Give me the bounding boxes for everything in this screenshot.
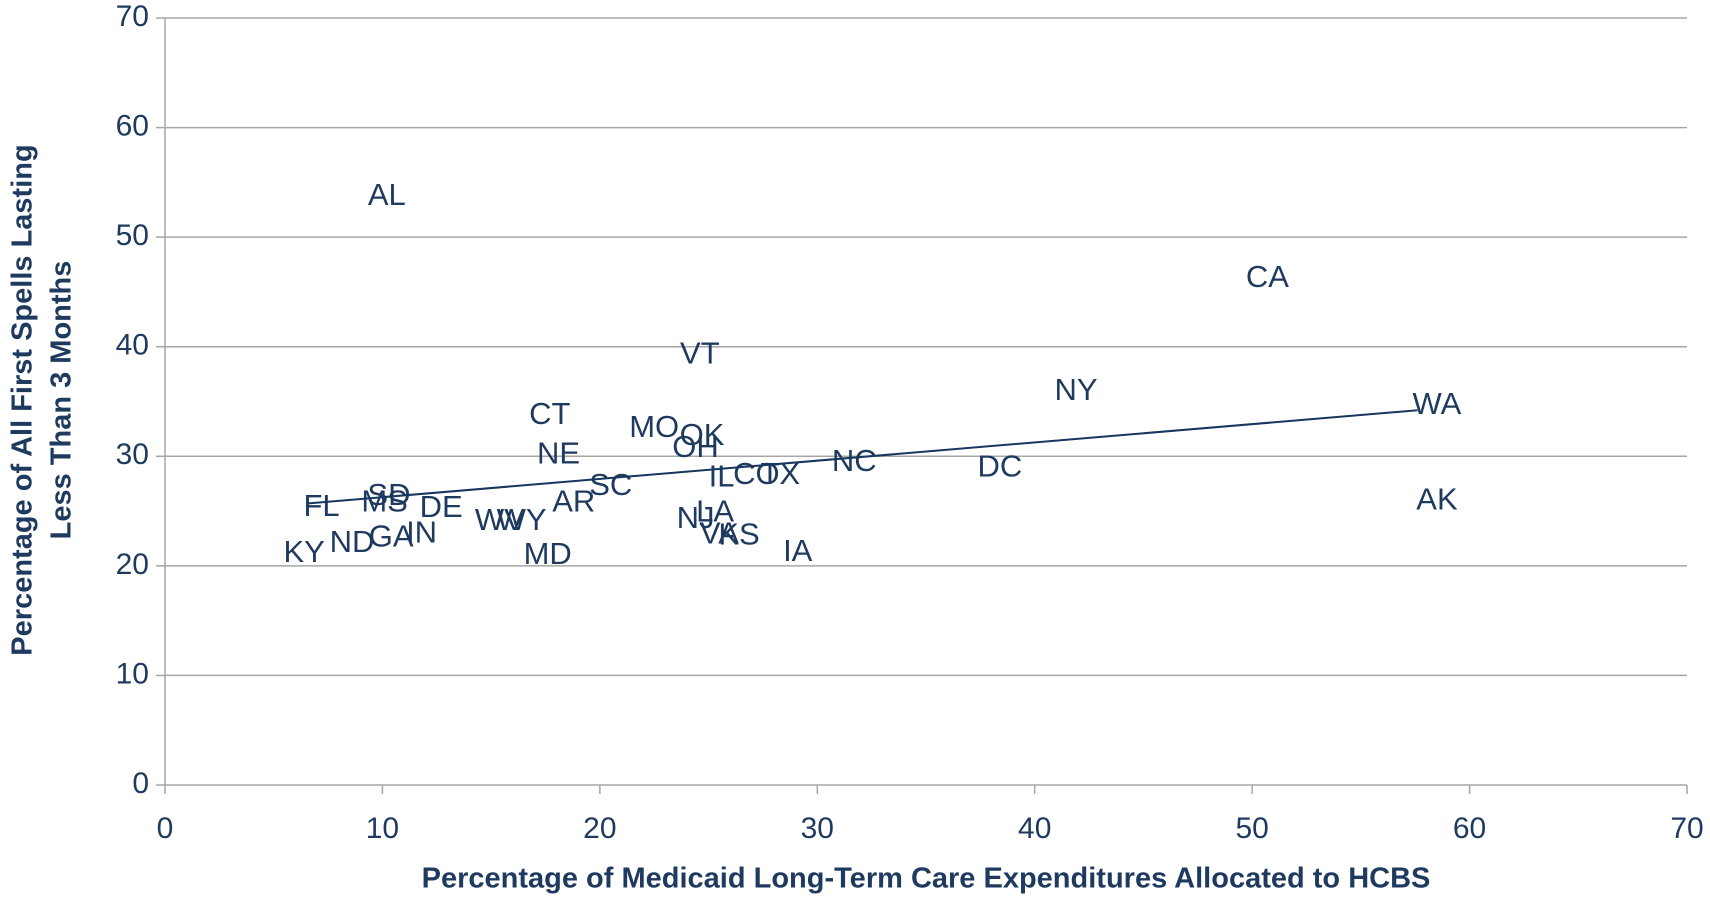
point-label: VA (700, 515, 739, 550)
y-tick-label: 10 (116, 657, 149, 690)
y-tick-label: 20 (116, 548, 149, 581)
point-label: ND (330, 524, 375, 559)
point-label: NY (1054, 372, 1097, 407)
point-label: MO (629, 409, 679, 444)
point-label: DE (420, 489, 463, 524)
point-label: AR (552, 484, 595, 519)
y-tick-label: 30 (116, 438, 149, 471)
point-label: OH (672, 429, 719, 464)
y-tick-label: 0 (132, 767, 149, 800)
point-label: MS (361, 484, 408, 519)
point-label: NJ (677, 500, 715, 535)
y-axis-title: Less Than 3 Months (46, 261, 78, 540)
x-tick-label: 0 (157, 812, 174, 845)
x-tick-label: 50 (1235, 812, 1268, 845)
point-label: CT (529, 396, 570, 431)
trend-line (308, 409, 1418, 505)
point-label: IN (406, 514, 437, 549)
x-tick-label: 70 (1670, 812, 1703, 845)
point-label: NC (832, 443, 877, 478)
point-label: LA (696, 493, 734, 528)
point-label: OK (680, 417, 725, 452)
point-label: AK (1416, 481, 1458, 516)
x-axis-title: Percentage of Medicaid Long-Term Care Ex… (422, 863, 1431, 895)
point-label: WA (1413, 386, 1462, 421)
point-label: FL (303, 488, 339, 523)
point-label: CA (1246, 259, 1289, 294)
y-tick-label: 70 (116, 0, 149, 33)
point-label: NE (537, 435, 580, 470)
x-tick-label: 60 (1453, 812, 1486, 845)
x-tick-label: 10 (366, 812, 399, 845)
x-tick-label: 30 (801, 812, 834, 845)
point-label: WY (497, 502, 547, 537)
point-label: VT (680, 336, 720, 371)
point-label: MD (524, 536, 572, 571)
y-axis-title: Percentage of All First Spells Lasting (7, 144, 39, 655)
point-label: TX (761, 456, 801, 491)
y-tick-label: 60 (116, 109, 149, 142)
point-label: KS (718, 516, 759, 551)
point-label: IA (783, 533, 813, 568)
point-label: SC (589, 467, 632, 502)
x-tick-label: 40 (1018, 812, 1051, 845)
y-tick-label: 50 (116, 219, 149, 252)
point-label: AL (368, 177, 406, 212)
point-label: IL (709, 458, 735, 493)
point-label: WV (475, 502, 525, 537)
point-label: CO (733, 456, 780, 491)
point-label: DC (978, 449, 1023, 484)
y-tick-label: 40 (116, 329, 149, 362)
point-label: GA (369, 519, 414, 554)
x-tick-label: 20 (583, 812, 616, 845)
point-label: KY (283, 534, 324, 569)
